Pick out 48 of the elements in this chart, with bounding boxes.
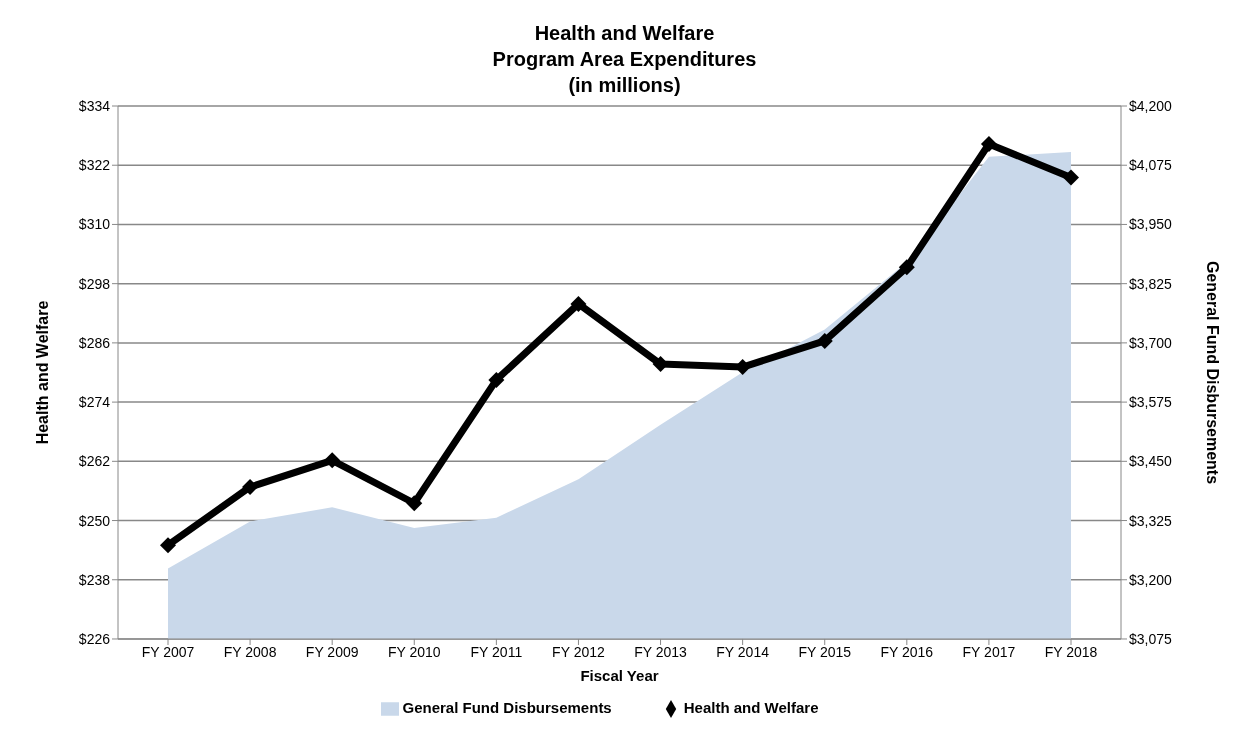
y-tick-label: $238 <box>78 571 111 588</box>
y2-tick-label: $3,575 <box>1129 394 1173 411</box>
x-axis-title: Fiscal Year <box>580 666 659 684</box>
point <box>324 452 341 469</box>
point <box>898 259 915 276</box>
y-tick-label: $250 <box>78 512 111 529</box>
y-tick-label: $298 <box>78 275 111 292</box>
y2-tick-label: $4,075 <box>1129 157 1173 174</box>
x-tick-label: FY 2016 <box>880 643 934 660</box>
y2-axis-title: General Fund Disbursements <box>1204 260 1222 485</box>
y2-tick-label: $3,325 <box>1129 512 1173 529</box>
y-tick-label: $262 <box>78 453 111 470</box>
x-tick-label: FY 2014 <box>716 643 770 660</box>
point <box>816 332 833 349</box>
x-tick-label: FY 2007 <box>141 643 195 660</box>
y-tick-label: $226 <box>78 630 111 647</box>
y-tick-label: $322 <box>78 157 111 174</box>
x-tick-label: FY 2010 <box>387 643 441 660</box>
y2-tick-label: $3,950 <box>1129 216 1173 233</box>
y2-tick-label: $3,075 <box>1129 630 1173 647</box>
point <box>980 136 997 152</box>
legend-label: Health and Welfare <box>683 698 819 716</box>
y2-tick-label: $3,700 <box>1129 334 1173 351</box>
point <box>242 478 259 495</box>
x-tick-label: FY 2018 <box>1044 643 1098 660</box>
x-tick-label: FY 2008 <box>223 643 277 660</box>
chart-title: Health and Welfare Program Area Expenditures (in millions) <box>491 21 758 98</box>
point <box>160 537 176 554</box>
point <box>488 371 505 388</box>
x-tick-label: FY 2017 <box>962 643 1016 660</box>
y-tick-label: $334 <box>78 97 111 114</box>
point <box>1063 169 1079 186</box>
x-tick-label: FY 2009 <box>305 643 359 660</box>
x-tick-label: FY 2013 <box>634 643 688 660</box>
x-tick-label: FY 2012 <box>552 643 605 660</box>
y2-tick-label: $3,825 <box>1129 275 1173 292</box>
y2-tick-label: $3,450 <box>1129 453 1173 470</box>
y-tick-label: $286 <box>78 334 111 351</box>
y-tick-label: $274 <box>78 394 111 411</box>
y-tick-label: $310 <box>78 216 111 233</box>
legend-label: General Fund Disbursements <box>402 698 612 716</box>
y2-tick-label: $3,200 <box>1129 571 1173 588</box>
point <box>406 495 423 512</box>
y2-tick-label: $4,200 <box>1129 97 1173 114</box>
point <box>570 295 587 312</box>
x-tick-label: FY 2011 <box>470 643 523 660</box>
x-tick-label: FY 2015 <box>798 643 852 660</box>
y-axis-title: Health and Welfare <box>33 300 51 445</box>
